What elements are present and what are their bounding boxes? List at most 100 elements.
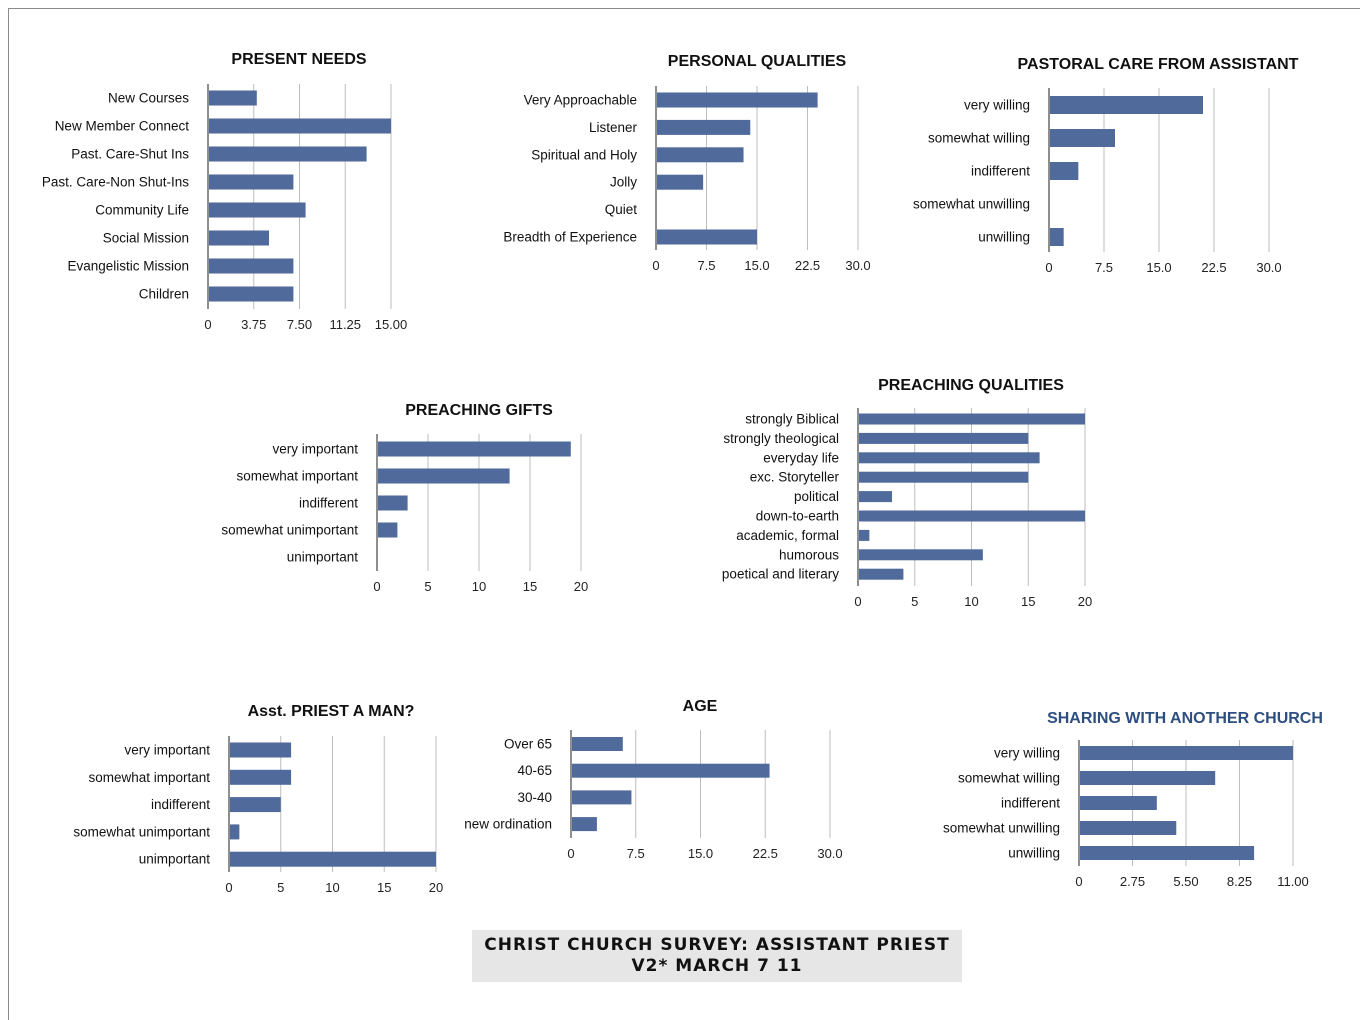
tick-label: 22.5 — [795, 258, 820, 273]
chart-title: PREACHING GIFTS — [405, 402, 553, 419]
bar — [657, 119, 751, 135]
category-label: very important — [272, 442, 358, 457]
category-label: strongly theological — [723, 431, 839, 446]
bar — [378, 441, 571, 457]
category-label: exc. Storyteller — [750, 470, 840, 485]
tick-label: 0 — [652, 258, 659, 273]
bar — [209, 202, 306, 218]
tick-label: 10 — [964, 594, 978, 609]
chart-8: SHARING WITH ANOTHER CHURCH 0 2.75 5.50 8.25… — [943, 710, 1323, 889]
category-label: political — [794, 489, 839, 504]
bar — [859, 432, 1029, 444]
tick-label: 30.0 — [845, 258, 870, 273]
bar — [657, 174, 704, 190]
bar — [859, 452, 1040, 464]
chart-2: PERSONAL QUALITIES 0 7.5 15.0 22.5 30.0 Very A… — [503, 53, 870, 273]
category-label: Children — [139, 287, 189, 302]
category-label: strongly Biblical — [745, 412, 839, 427]
chart-title: Asst. PRIEST A MAN? — [248, 703, 415, 720]
bar — [230, 824, 240, 840]
category-label: Evangelistic Mission — [67, 259, 189, 274]
category-label: indifferent — [299, 496, 358, 511]
bar — [230, 851, 436, 867]
bar — [657, 147, 744, 163]
category-label: down-to-earth — [756, 509, 839, 524]
chart-1: PRESENT NEEDS 0 3.75 7.50 11.25 15.00 New Cour… — [42, 51, 407, 332]
category-label: 30-40 — [517, 790, 552, 805]
tick-label: 15 — [523, 579, 537, 594]
category-label: Past. Care-Non Shut-Ins — [42, 175, 189, 190]
tick-label: 20 — [1078, 594, 1092, 609]
category-label: New Member Connect — [55, 119, 190, 134]
category-label: Breadth of Experience — [503, 230, 637, 245]
category-label: somewhat important — [88, 770, 210, 785]
tick-label: 15 — [1021, 594, 1035, 609]
tick-label: 20 — [574, 579, 588, 594]
category-label: indifferent — [1001, 796, 1060, 811]
bar — [859, 510, 1085, 522]
category-label: somewhat willing — [958, 771, 1060, 786]
category-label: everyday life — [763, 450, 839, 465]
category-label: Spiritual and Holy — [531, 147, 637, 162]
bar — [1050, 162, 1079, 180]
category-label: new ordination — [464, 817, 552, 832]
footer-line-2: V2* MARCH 7 11 — [631, 956, 803, 976]
category-label: Quiet — [605, 202, 638, 217]
tick-label: 0 — [204, 317, 211, 332]
survey-page — [8, 8, 1360, 1020]
category-label: unwilling — [978, 230, 1030, 245]
bar — [1080, 846, 1255, 860]
bar — [657, 229, 757, 245]
tick-label: 0 — [1045, 260, 1052, 275]
bar — [572, 790, 632, 805]
category-label: humorous — [779, 547, 839, 562]
bar — [859, 529, 870, 541]
category-label: very important — [124, 743, 210, 758]
tick-label: 30.0 — [817, 846, 842, 861]
category-label: somewhat unimportant — [73, 824, 210, 839]
bar — [859, 413, 1085, 425]
tick-label: 0 — [1075, 874, 1082, 889]
category-label: somewhat important — [236, 469, 358, 484]
category-label: indifferent — [151, 797, 210, 812]
bar — [209, 258, 294, 274]
bar — [572, 737, 623, 751]
bar — [1080, 821, 1177, 835]
tick-label: 5 — [424, 579, 431, 594]
category-label: unwilling — [1008, 846, 1060, 861]
footer-line-1: CHRIST CHURCH SURVEY: ASSISTANT PRIEST — [484, 935, 950, 955]
bar — [209, 118, 391, 134]
tick-label: 5 — [277, 880, 284, 895]
tick-label: 3.75 — [241, 317, 266, 332]
chart-title: PREACHING QUALITIES — [878, 377, 1064, 394]
bar — [209, 174, 294, 190]
tick-label: 0 — [373, 579, 380, 594]
tick-label: 15.0 — [744, 258, 769, 273]
bar — [378, 468, 510, 484]
tick-label: 11.25 — [329, 317, 361, 332]
bar — [859, 491, 893, 503]
category-label: Community Life — [95, 203, 189, 218]
tick-label: 7.5 — [697, 258, 715, 273]
category-label: very willing — [964, 98, 1030, 113]
bar — [1050, 96, 1203, 114]
category-label: poetical and literary — [722, 567, 839, 582]
tick-label: 30.0 — [1256, 260, 1281, 275]
bar — [230, 797, 281, 813]
bar — [209, 90, 257, 106]
tick-label: 7.5 — [627, 846, 645, 861]
category-label: unimportant — [139, 852, 211, 867]
category-label: somewhat unimportant — [221, 523, 358, 538]
category-label: unimportant — [287, 550, 359, 565]
category-label: New Courses — [108, 91, 189, 106]
bar — [1080, 746, 1293, 760]
bar — [230, 742, 292, 758]
tick-label: 15.0 — [688, 846, 713, 861]
tick-label: 0 — [567, 846, 574, 861]
bar — [572, 763, 770, 778]
bar — [859, 568, 904, 580]
category-label: indifferent — [971, 164, 1030, 179]
tick-label: 7.5 — [1095, 260, 1113, 275]
tick-label: 5.50 — [1173, 874, 1198, 889]
